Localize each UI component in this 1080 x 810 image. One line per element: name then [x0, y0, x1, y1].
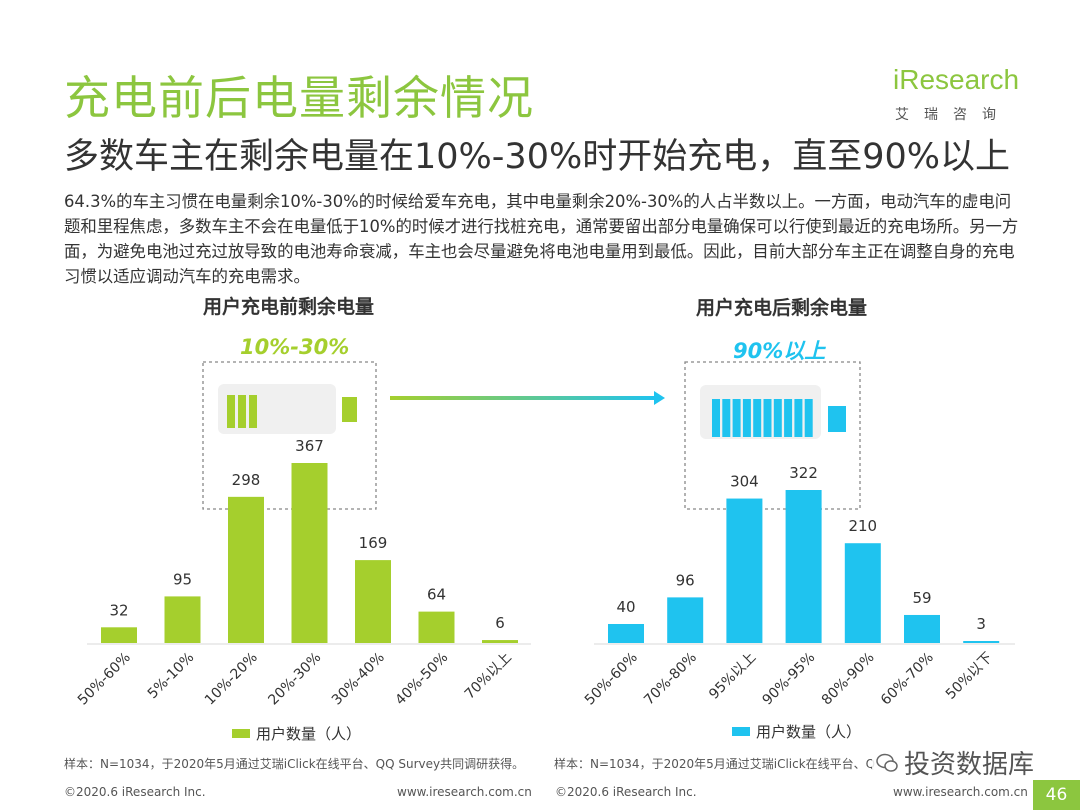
watermark-text: 投资数据库 — [904, 750, 1035, 780]
footer-copyright-left: ©2020.6 iResearch Inc. — [64, 785, 206, 799]
battery-cell-after-7 — [784, 399, 793, 437]
highlight-box-before — [202, 361, 377, 510]
battery-cell-after-2 — [732, 399, 741, 437]
bar-after-4 — [844, 543, 881, 643]
wechat-icon — [876, 753, 898, 772]
battery-cell-after-1 — [722, 399, 731, 437]
bar-after-6 — [963, 641, 1000, 643]
battery-icon-after — [700, 385, 846, 439]
highlight-box-after — [684, 361, 861, 510]
battery-cell-before-0 — [227, 395, 235, 428]
bar-value-before-3: 367 — [295, 437, 324, 455]
bar-after-0 — [608, 623, 644, 643]
iresearch-logo: iResearch 艾瑞咨询 — [893, 60, 1033, 123]
legend-swatch-after — [732, 727, 750, 736]
bar-after-2 — [726, 498, 763, 643]
bar-value-after-6: 3 — [976, 615, 986, 633]
bar-before-6 — [482, 640, 518, 643]
page-title: 充电前后电量剩余情况 — [64, 71, 534, 125]
tick-label-before-3: 20%-30% — [265, 650, 324, 709]
chart-title-after: 用户充电后剩余电量 — [696, 297, 868, 319]
bar-value-before-6: 6 — [495, 614, 505, 632]
logo-brand: iResearch — [893, 64, 1020, 95]
bar-after-3 — [785, 490, 822, 643]
page-number: 46 — [1033, 780, 1080, 810]
footer-url-left: www.iresearch.com.cn — [397, 785, 532, 799]
bar-value-before-4: 169 — [359, 534, 388, 552]
battery-cell-after-9 — [804, 399, 813, 437]
tick-label-before-4: 30%-40% — [329, 650, 388, 709]
bar-value-after-3: 322 — [789, 464, 818, 482]
battery-cell-after-6 — [773, 399, 782, 437]
tick-label-before-0: 50%-60% — [75, 650, 134, 709]
bar-before-5 — [418, 611, 455, 643]
bar-after-1 — [667, 597, 704, 643]
battery-cell-after-5 — [763, 399, 772, 437]
battery-cell-after-8 — [794, 399, 803, 437]
battery-cell-after-0 — [712, 399, 720, 437]
sample-note-after: 样本：N=1034，于2020年5月通过艾瑞iClick在线平台、Q — [554, 757, 876, 771]
bar-value-before-2: 298 — [232, 471, 261, 489]
description-text: 64.3%的车主习惯在电量剩余10%-30%的时候给爱车充电，其中电量剩余20%… — [64, 192, 1019, 286]
logo-brand-cn: 艾瑞咨询 — [895, 107, 1011, 123]
legend-swatch-before — [232, 729, 250, 738]
bar-value-before-5: 64 — [427, 586, 446, 604]
bar-value-after-5: 59 — [912, 589, 931, 607]
page-subtitle: 多数车主在剩余电量在10%-30%时开始充电，直至90%以上 — [64, 137, 1011, 177]
tick-label-before-2: 10%-20% — [202, 650, 261, 709]
bar-value-after-4: 210 — [848, 517, 877, 535]
battery-cell-before-1 — [238, 395, 246, 428]
sample-note-before: 样本：N=1034，于2020年5月通过艾瑞iClick在线平台、QQ Surv… — [64, 757, 525, 771]
bar-value-after-0: 40 — [616, 598, 635, 616]
bar-before-0 — [101, 627, 137, 643]
highlight-after: 90%以上 — [733, 339, 826, 363]
tick-label-after-1: 70%-80% — [641, 650, 700, 709]
battery-cell-before-2 — [249, 395, 257, 428]
bar-before-3 — [291, 463, 328, 643]
watermark: 投资数据库 — [872, 744, 1039, 781]
bar-before-1 — [164, 596, 201, 643]
footer-copyright-right: ©2020.6 iResearch Inc. — [555, 785, 697, 799]
bar-before-4 — [355, 560, 391, 643]
legend-label-after: 用户数量（人） — [756, 723, 862, 741]
tick-label-after-2: 95%以上 — [706, 650, 759, 703]
bar-value-after-1: 96 — [676, 571, 695, 589]
chart-title-before: 用户充电前剩余电量 — [203, 296, 375, 318]
tick-label-before-5: 40%-50% — [392, 650, 451, 709]
footer-url-right: www.iresearch.com.cn — [893, 785, 1028, 799]
battery-cell-after-3 — [742, 399, 751, 437]
tick-label-after-5: 60%-70% — [878, 650, 937, 709]
tick-label-after-3: 90%-95% — [760, 650, 819, 709]
tick-label-after-4: 80%-90% — [819, 650, 878, 709]
battery-cell-after-4 — [753, 399, 762, 437]
bar-after-5 — [904, 614, 940, 643]
tick-label-before-1: 5%-10% — [145, 650, 198, 703]
legend-before: 用户数量（人） — [232, 723, 361, 744]
bar-value-after-2: 304 — [730, 473, 759, 491]
legend-after: 用户数量（人） — [732, 721, 861, 742]
bar-before-2 — [228, 496, 264, 643]
highlight-before: 10%-30% — [240, 335, 350, 359]
transition-arrow — [390, 391, 665, 405]
tick-label-after-6: 50%以下 — [943, 650, 996, 703]
bar-value-before-1: 95 — [173, 570, 192, 588]
battery-icon-before — [218, 384, 357, 434]
tick-label-after-0: 50%-60% — [582, 650, 641, 709]
legend-label-before: 用户数量（人） — [256, 725, 362, 743]
bar-value-before-0: 32 — [109, 601, 128, 619]
tick-label-before-6: 70%以上 — [462, 650, 515, 703]
